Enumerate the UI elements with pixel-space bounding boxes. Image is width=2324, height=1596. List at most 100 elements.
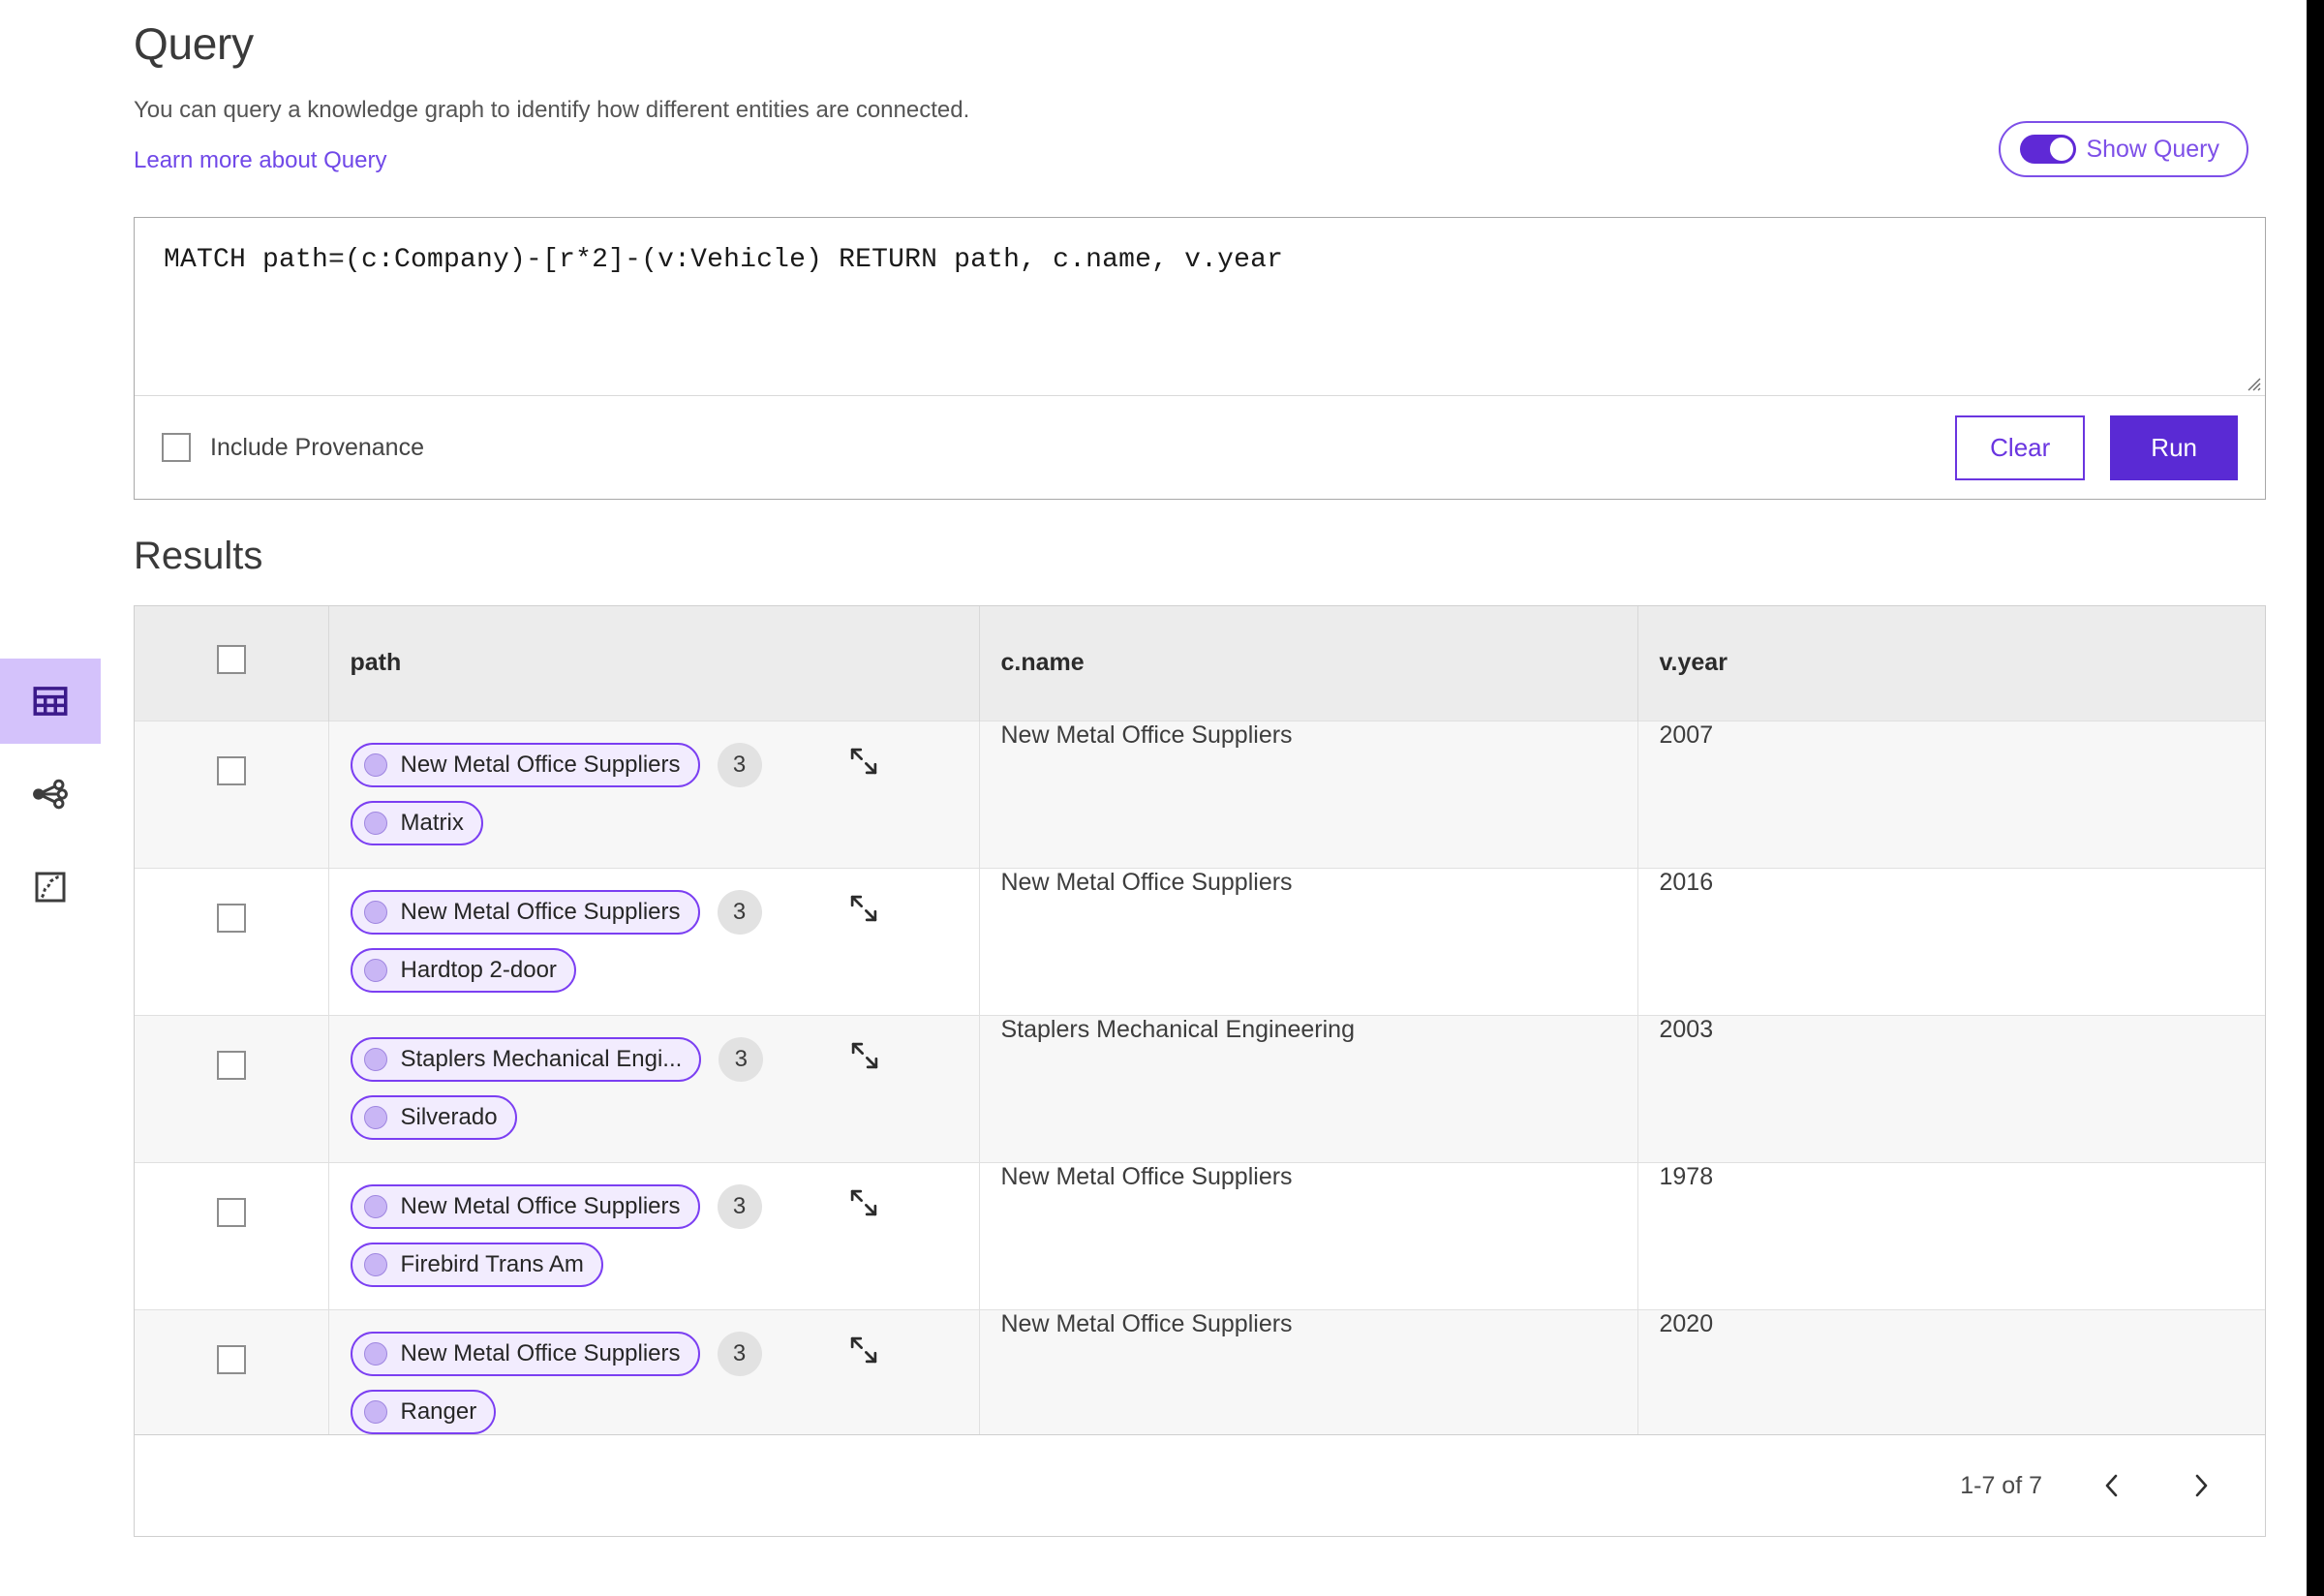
vyear-cell: 2016	[1637, 867, 2265, 1015]
view-switcher-rail	[0, 659, 101, 930]
hop-count-badge: 3	[719, 1036, 764, 1082]
vyear-cell: 2020	[1637, 1308, 2265, 1434]
sidebar-item-table-view[interactable]	[0, 659, 101, 744]
path-source-chip[interactable]: New Metal Office Suppliers	[350, 1331, 700, 1376]
path-target-chip[interactable]: Ranger	[350, 1389, 497, 1434]
node-dot-icon	[363, 1399, 387, 1424]
node-dot-icon	[363, 900, 387, 924]
row-select-cell[interactable]	[135, 1308, 329, 1434]
vyear-cell: 2007	[1637, 720, 2265, 868]
node-dot-icon	[363, 752, 387, 777]
sidebar-item-graph-view[interactable]	[0, 752, 101, 837]
row-checkbox[interactable]	[216, 755, 246, 785]
column-header-cname[interactable]: c.name	[979, 606, 1638, 721]
path-cell: New Metal Office Suppliers 3 Hardtop 2-doo…	[328, 867, 980, 1015]
show-query-label: Show Query	[2086, 135, 2219, 163]
pagination-prev-button[interactable]	[2093, 1466, 2131, 1505]
path-target-label: Hardtop 2-door	[400, 956, 557, 983]
expand-path-icon[interactable]	[845, 890, 882, 934]
row-select-cell[interactable]	[135, 867, 329, 1015]
path-source-chip[interactable]: Staplers Mechanical Engi...	[350, 1036, 702, 1082]
row-select-cell[interactable]	[135, 1161, 329, 1309]
include-provenance-label: Include Provenance	[210, 433, 424, 461]
path-source-label: Staplers Mechanical Engi...	[400, 1045, 683, 1072]
row-select-cell[interactable]	[135, 1014, 329, 1162]
row-checkbox[interactable]	[216, 1050, 246, 1080]
path-target-label: Silverado	[400, 1103, 498, 1130]
cname-cell: Staplers Mechanical Engineering	[979, 1014, 1638, 1162]
select-all-checkbox[interactable]	[216, 645, 246, 675]
cname-cell: New Metal Office Suppliers	[979, 720, 1638, 868]
query-editor-box: MATCH path=(c:Company)-[r*2]-(v:Vehicle)…	[134, 217, 2266, 500]
pagination-range: 1-7 of 7	[1960, 1471, 2042, 1499]
query-text: MATCH path=(c:Company)-[r*2]-(v:Vehicle)…	[164, 245, 1284, 275]
path-target-chip[interactable]: Silverado	[350, 1094, 517, 1140]
path-cell: New Metal Office Suppliers 3 Firebird Tran…	[328, 1161, 980, 1309]
row-checkbox[interactable]	[216, 903, 246, 933]
path-source-chip[interactable]: New Metal Office Suppliers	[350, 889, 700, 935]
sidebar-item-map-view[interactable]	[0, 844, 101, 930]
column-header-vyear[interactable]: v.year	[1637, 606, 2265, 721]
select-all-header[interactable]	[135, 606, 329, 721]
node-dot-icon	[363, 1047, 387, 1071]
expand-path-icon[interactable]	[845, 743, 882, 786]
hop-count-badge: 3	[717, 1183, 762, 1229]
node-dot-icon	[363, 811, 387, 835]
expand-path-icon[interactable]	[846, 1037, 883, 1081]
node-dot-icon	[363, 1341, 387, 1366]
graph-icon	[30, 774, 71, 814]
path-source-label: New Metal Office Suppliers	[400, 898, 681, 925]
table-row[interactable]: New Metal Office Suppliers 3 Matrix New Met…	[135, 720, 2265, 868]
expand-path-icon[interactable]	[845, 1184, 882, 1228]
path-target-label: Matrix	[400, 809, 464, 836]
path-target-chip[interactable]: Firebird Trans Am	[350, 1242, 603, 1287]
clear-button[interactable]: Clear	[1955, 414, 2086, 480]
include-provenance-checkbox[interactable]: Include Provenance	[162, 433, 424, 462]
table-icon	[30, 681, 71, 721]
node-dot-icon	[363, 1194, 387, 1218]
node-dot-icon	[363, 958, 387, 982]
path-target-label: Ranger	[400, 1397, 477, 1425]
hop-count-badge: 3	[717, 889, 762, 935]
path-source-label: New Metal Office Suppliers	[400, 1339, 681, 1366]
expand-path-icon[interactable]	[845, 1332, 882, 1375]
table-head: path c.name v.year	[135, 606, 2265, 721]
query-footer: Include Provenance Clear Run	[135, 396, 2265, 499]
run-button[interactable]: Run	[2110, 414, 2238, 480]
path-cell: New Metal Office Suppliers 3 Ranger	[328, 1308, 980, 1434]
results-table-scroll[interactable]: path c.name v.year New Metal Office Supp…	[135, 606, 2265, 1435]
resize-handle-icon[interactable]	[2240, 370, 2261, 391]
row-checkbox[interactable]	[216, 1344, 246, 1374]
path-source-chip[interactable]: New Metal Office Suppliers	[350, 742, 700, 787]
hop-count-badge: 3	[717, 1331, 762, 1376]
right-edge-gutter	[2307, 0, 2324, 1596]
map-icon	[30, 867, 71, 907]
toggle-switch[interactable]	[2020, 135, 2077, 164]
table-body: New Metal Office Suppliers 3 Matrix New Met…	[135, 720, 2265, 1434]
table-row[interactable]: New Metal Office Suppliers 3 Ranger New Met…	[135, 1308, 2265, 1434]
column-header-path[interactable]: path	[328, 606, 980, 721]
path-target-chip[interactable]: Hardtop 2-door	[350, 947, 576, 993]
hop-count-badge: 3	[717, 742, 762, 787]
path-cell: Staplers Mechanical Engi... 3 Silverado	[328, 1014, 980, 1162]
pagination-next-button[interactable]	[2182, 1466, 2220, 1505]
table-row[interactable]: New Metal Office Suppliers 3 Hardtop 2-doo…	[135, 867, 2265, 1015]
node-dot-icon	[363, 1105, 387, 1129]
path-target-chip[interactable]: Matrix	[350, 800, 483, 845]
pagination: 1-7 of 7	[135, 1435, 2265, 1536]
cname-cell: New Metal Office Suppliers	[979, 1161, 1638, 1309]
vyear-cell: 1978	[1637, 1161, 2265, 1309]
toggle-knob	[2050, 138, 2074, 161]
query-input[interactable]: MATCH path=(c:Company)-[r*2]-(v:Vehicle)…	[135, 218, 2265, 396]
results-card: path c.name v.year New Metal Office Supp…	[134, 605, 2266, 1537]
learn-more-link[interactable]: Learn more about Query	[134, 147, 387, 173]
table-row[interactable]: Staplers Mechanical Engi... 3 Silverado Sta…	[135, 1014, 2265, 1162]
row-checkbox[interactable]	[216, 1197, 246, 1227]
checkbox-box[interactable]	[162, 433, 191, 462]
show-query-toggle[interactable]: Show Query	[1999, 121, 2248, 177]
row-select-cell[interactable]	[135, 720, 329, 868]
table-row[interactable]: New Metal Office Suppliers 3 Firebird Tran…	[135, 1161, 2265, 1309]
path-source-chip[interactable]: New Metal Office Suppliers	[350, 1183, 700, 1229]
